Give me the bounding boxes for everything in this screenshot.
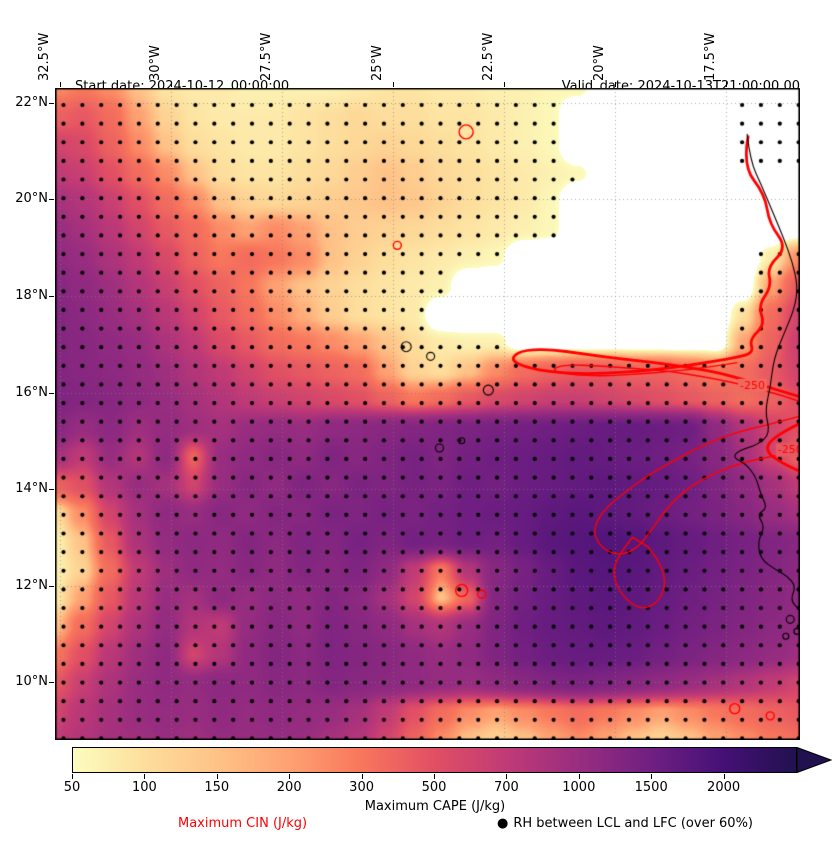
lat-tick-label: 16°N — [15, 384, 48, 400]
lon-tickmark — [59, 82, 61, 87]
colorbar-gradient — [72, 746, 833, 774]
colorbar-tickmark — [506, 774, 508, 779]
colorbar-tick-label: 150 — [204, 780, 230, 795]
colorbar-tickmark — [578, 774, 580, 779]
lon-tick-label: 32.5°W — [36, 32, 52, 81]
rh-legend: ● RH between LCL and LFC (over 60%) — [497, 816, 753, 831]
colorbar — [72, 746, 834, 774]
colorbar-tickmark — [434, 774, 435, 779]
colorbar-tick-label: 50 — [63, 780, 81, 795]
lat-tick-label: 14°N — [15, 481, 48, 497]
colorbar-tickmark — [651, 774, 653, 779]
rh-legend-marker: ● — [497, 816, 509, 831]
lat-tickmark — [49, 296, 54, 297]
lon-tick-label: 17.5°W — [702, 32, 718, 81]
lat-tick-label: 20°N — [15, 191, 48, 207]
lon-tickmark — [503, 82, 505, 87]
lon-tick-label: 27.5°W — [258, 32, 274, 81]
colorbar-tickmark — [289, 774, 291, 779]
lat-tickmark — [49, 102, 54, 104]
lon-tickmark — [725, 82, 727, 87]
colorbar-tickmark — [723, 774, 725, 779]
lat-tickmark — [49, 682, 54, 684]
colorbar-tick-label: 1000 — [562, 780, 596, 795]
colorbar-tick-label: 700 — [493, 780, 519, 795]
colorbar-tick-label: 200 — [276, 780, 302, 795]
colorbar-axis-label: Maximum CAPE (J/kg) — [364, 799, 506, 814]
lat-tick-label: 10°N — [15, 674, 48, 690]
cin-legend-label: Maximum CIN (J/kg) — [178, 816, 308, 831]
colorbar-tick-label: 2000 — [707, 780, 741, 795]
lat-tick-label: 22°N — [15, 94, 48, 110]
lat-tickmark — [49, 489, 54, 491]
map — [55, 88, 800, 740]
colorbar-tickmark — [361, 774, 363, 779]
lon-tickmark — [614, 82, 616, 87]
colorbar-tickmark — [144, 774, 146, 779]
colorbar-tick-label: 1500 — [634, 780, 668, 795]
colorbar-tick-label: 100 — [131, 780, 157, 795]
lat-tick-label: 18°N — [15, 288, 48, 303]
lon-tickmark — [281, 82, 283, 87]
lon-tick-label: 25°W — [369, 45, 385, 81]
colorbar-tickmark — [72, 774, 73, 779]
lon-tick-label: 22.5°W — [480, 32, 496, 81]
colorbar-tick-label: 500 — [421, 780, 447, 795]
lon-tick-label: 30°W — [147, 45, 163, 81]
colorbar-tick-label: 300 — [349, 780, 375, 795]
lon-tickmark — [170, 82, 172, 87]
lat-tickmark — [49, 392, 54, 394]
lon-tickmark — [392, 82, 394, 87]
lat-tick-label: 12°N — [15, 577, 48, 593]
colorbar-tickmark — [216, 774, 218, 779]
lat-tickmark — [49, 199, 54, 201]
lat-tickmark — [49, 585, 54, 587]
map-canvas — [55, 88, 800, 740]
lon-tick-label: 20°W — [591, 45, 607, 81]
rh-legend-label: RH between LCL and LFC (over 60%) — [513, 816, 754, 831]
